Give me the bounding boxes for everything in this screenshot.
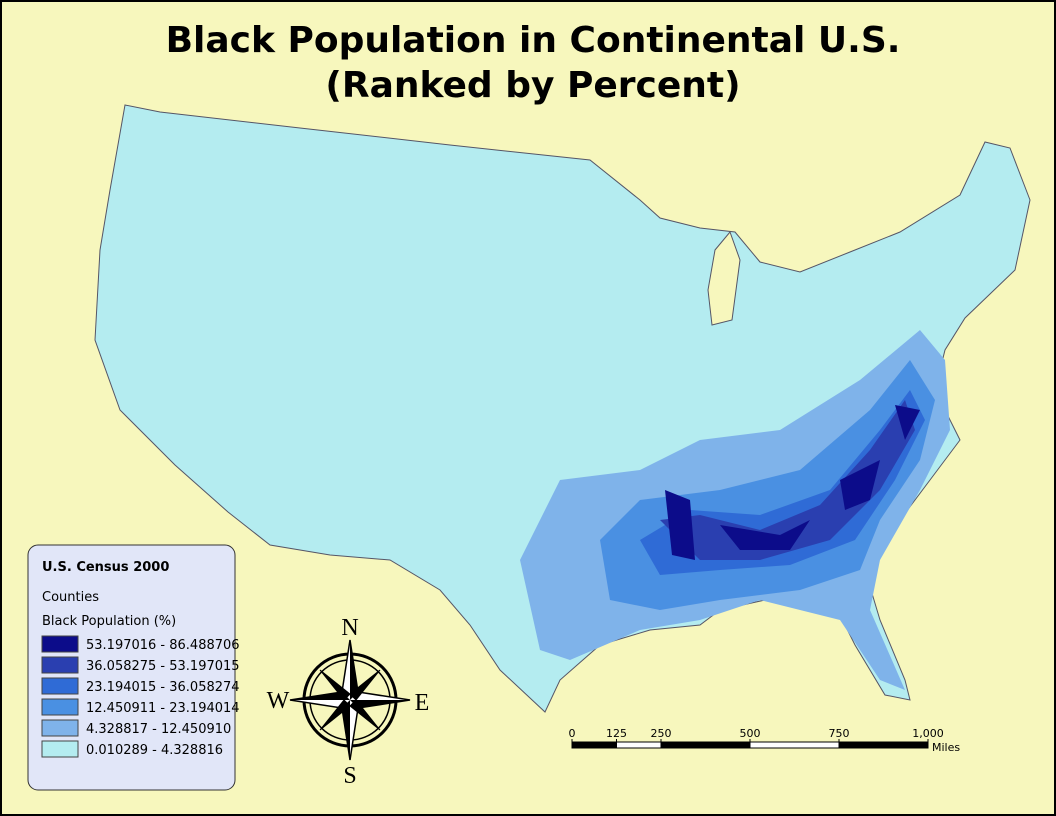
compass bbox=[289, 639, 411, 761]
legend-swatch bbox=[41, 698, 79, 716]
legend-swatch bbox=[41, 635, 79, 653]
scale-label: 500 bbox=[740, 727, 761, 740]
legend-label: 0.010289 - 4.328816 bbox=[86, 743, 223, 758]
scale-segment bbox=[749, 741, 840, 749]
legend-swatch bbox=[41, 656, 79, 674]
scale-label: 250 bbox=[651, 727, 672, 740]
legend-box bbox=[27, 544, 236, 791]
scale-unit: Miles bbox=[932, 741, 960, 754]
legend-field: Black Population (%) bbox=[42, 614, 176, 629]
legend-label: 23.194015 - 36.058274 bbox=[86, 680, 240, 695]
compass-n: N bbox=[341, 615, 358, 641]
legend-layer: Counties bbox=[42, 590, 99, 605]
legend-label: 53.197016 - 86.488706 bbox=[86, 638, 240, 653]
lake bbox=[707, 231, 741, 326]
scale-segment bbox=[660, 741, 751, 749]
compass-w: W bbox=[267, 688, 290, 714]
legend-swatch bbox=[41, 719, 79, 737]
scale-label: 1,000 bbox=[912, 727, 944, 740]
scale-segment bbox=[616, 741, 662, 749]
scale-segment bbox=[571, 741, 617, 749]
title-line: (Ranked by Percent) bbox=[325, 65, 740, 106]
scale-segment bbox=[838, 741, 929, 749]
legend-swatch bbox=[41, 740, 79, 758]
scale-label: 0 bbox=[569, 727, 576, 740]
scale-label: 750 bbox=[829, 727, 850, 740]
legend-label: 36.058275 - 53.197015 bbox=[86, 659, 240, 674]
legend-label: 12.450911 - 23.194014 bbox=[86, 701, 240, 716]
title-line: Black Population in Continental U.S. bbox=[166, 20, 901, 61]
legend-title: U.S. Census 2000 bbox=[42, 560, 169, 575]
compass-s: S bbox=[343, 763, 356, 789]
region bbox=[665, 405, 920, 560]
legend-swatch bbox=[41, 677, 79, 695]
legend-label: 4.328817 - 12.450910 bbox=[86, 722, 231, 737]
compass-e: E bbox=[415, 690, 430, 716]
legend: U.S. Census 2000 Counties Black Populati… bbox=[41, 560, 240, 758]
scale-label: 125 bbox=[606, 727, 627, 740]
